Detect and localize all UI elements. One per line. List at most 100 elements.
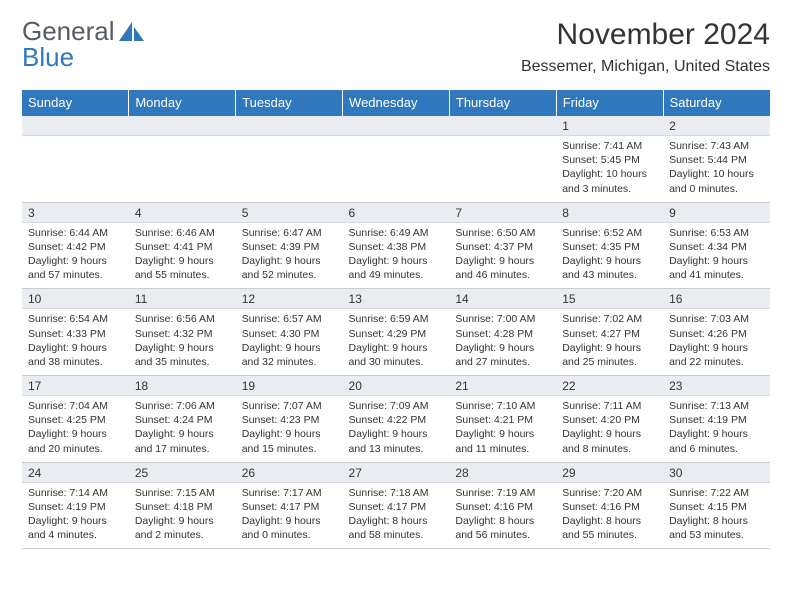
day-content: Sunrise: 6:54 AMSunset: 4:33 PMDaylight:… — [22, 309, 129, 375]
daylight-text: Daylight: 9 hours and 49 minutes. — [349, 254, 444, 282]
calendar-day-cell: 21Sunrise: 7:10 AMSunset: 4:21 PMDayligh… — [449, 376, 556, 463]
sunset-text: Sunset: 4:41 PM — [135, 240, 230, 254]
day-number-band: 21 — [449, 376, 556, 396]
day-number-band — [449, 116, 556, 136]
sunrise-text: Sunrise: 7:41 AM — [562, 139, 657, 153]
weekday-header-row: Sunday Monday Tuesday Wednesday Thursday… — [22, 90, 770, 116]
calendar-day-cell: 6 Sunrise: 6:49 AMSunset: 4:38 PMDaylight… — [343, 202, 450, 289]
sunset-text: Sunset: 4:34 PM — [669, 240, 764, 254]
day-number-band: 5 — [236, 203, 343, 223]
day-number-band: 26 — [236, 463, 343, 483]
day-content: Sunrise: 7:15 AMSunset: 4:18 PMDaylight:… — [129, 483, 236, 549]
sunrise-text: Sunrise: 7:14 AM — [28, 486, 123, 500]
calendar-day-cell: 9Sunrise: 6:53 AMSunset: 4:34 PMDaylight… — [663, 202, 770, 289]
day-number-band — [22, 116, 129, 136]
day-number-band: 29 — [556, 463, 663, 483]
day-number-band: 2 — [663, 116, 770, 136]
daylight-text: Daylight: 9 hours and 20 minutes. — [28, 427, 123, 455]
daylight-text: Daylight: 9 hours and 8 minutes. — [562, 427, 657, 455]
day-number-band: 14 — [449, 289, 556, 309]
sunrise-text: Sunrise: 7:09 AM — [349, 399, 444, 413]
logo-text: General Blue — [22, 18, 115, 70]
day-number-band: 20 — [343, 376, 450, 396]
sunset-text: Sunset: 4:27 PM — [562, 327, 657, 341]
sunset-text: Sunset: 4:33 PM — [28, 327, 123, 341]
day-number-band: 4 — [129, 203, 236, 223]
sunset-text: Sunset: 4:29 PM — [349, 327, 444, 341]
calendar-day-cell: 10Sunrise: 6:54 AMSunset: 4:33 PMDayligh… — [22, 289, 129, 376]
day-number-band: 27 — [343, 463, 450, 483]
day-number-band: 28 — [449, 463, 556, 483]
sunset-text: Sunset: 4:20 PM — [562, 413, 657, 427]
calendar-day-cell — [22, 116, 129, 203]
calendar-day-cell: 26Sunrise: 7:17 AMSunset: 4:17 PMDayligh… — [236, 462, 343, 549]
day-number-band: 30 — [663, 463, 770, 483]
day-number-band: 12 — [236, 289, 343, 309]
sunrise-text: Sunrise: 7:19 AM — [455, 486, 550, 500]
sunset-text: Sunset: 4:17 PM — [242, 500, 337, 514]
sunrise-text: Sunrise: 7:11 AM — [562, 399, 657, 413]
daylight-text: Daylight: 9 hours and 38 minutes. — [28, 341, 123, 369]
day-content: Sunrise: 7:13 AMSunset: 4:19 PMDaylight:… — [663, 396, 770, 462]
day-content: Sunrise: 6:59 AMSunset: 4:29 PMDaylight:… — [343, 309, 450, 375]
day-content: Sunrise: 7:14 AMSunset: 4:19 PMDaylight:… — [22, 483, 129, 549]
sunrise-text: Sunrise: 7:13 AM — [669, 399, 764, 413]
day-content: Sunrise: 7:02 AMSunset: 4:27 PMDaylight:… — [556, 309, 663, 375]
sunrise-text: Sunrise: 7:18 AM — [349, 486, 444, 500]
calendar-day-cell: 24Sunrise: 7:14 AMSunset: 4:19 PMDayligh… — [22, 462, 129, 549]
day-content: Sunrise: 6:52 AMSunset: 4:35 PMDaylight:… — [556, 223, 663, 289]
day-number-band: 10 — [22, 289, 129, 309]
day-number-band: 11 — [129, 289, 236, 309]
calendar-day-cell: 1Sunrise: 7:41 AMSunset: 5:45 PMDaylight… — [556, 116, 663, 203]
sunrise-text: Sunrise: 7:43 AM — [669, 139, 764, 153]
daylight-text: Daylight: 9 hours and 41 minutes. — [669, 254, 764, 282]
calendar-week-row: 17Sunrise: 7:04 AMSunset: 4:25 PMDayligh… — [22, 376, 770, 463]
day-content: Sunrise: 6:44 AMSunset: 4:42 PMDaylight:… — [22, 223, 129, 289]
day-number-band: 22 — [556, 376, 663, 396]
sunrise-text: Sunrise: 7:04 AM — [28, 399, 123, 413]
day-number-band: 7 — [449, 203, 556, 223]
sunrise-text: Sunrise: 6:52 AM — [562, 226, 657, 240]
weekday-header: Monday — [129, 90, 236, 116]
day-number-band: 9 — [663, 203, 770, 223]
calendar-day-cell: 7Sunrise: 6:50 AMSunset: 4:37 PMDaylight… — [449, 202, 556, 289]
day-number-band — [129, 116, 236, 136]
sunrise-text: Sunrise: 6:49 AM — [349, 226, 444, 240]
daylight-text: Daylight: 9 hours and 13 minutes. — [349, 427, 444, 455]
daylight-text: Daylight: 8 hours and 55 minutes. — [562, 514, 657, 542]
sunset-text: Sunset: 4:17 PM — [349, 500, 444, 514]
daylight-text: Daylight: 8 hours and 58 minutes. — [349, 514, 444, 542]
sunset-text: Sunset: 4:15 PM — [669, 500, 764, 514]
day-number-band: 23 — [663, 376, 770, 396]
day-number-band: 24 — [22, 463, 129, 483]
sunset-text: Sunset: 4:28 PM — [455, 327, 550, 341]
calendar-day-cell: 20Sunrise: 7:09 AMSunset: 4:22 PMDayligh… — [343, 376, 450, 463]
day-number-band: 13 — [343, 289, 450, 309]
day-content: Sunrise: 7:03 AMSunset: 4:26 PMDaylight:… — [663, 309, 770, 375]
day-content: Sunrise: 7:09 AMSunset: 4:22 PMDaylight:… — [343, 396, 450, 462]
sunset-text: Sunset: 4:16 PM — [562, 500, 657, 514]
calendar-day-cell: 5Sunrise: 6:47 AMSunset: 4:39 PMDaylight… — [236, 202, 343, 289]
sunrise-text: Sunrise: 7:02 AM — [562, 312, 657, 326]
weekday-header: Tuesday — [236, 90, 343, 116]
sunrise-text: Sunrise: 6:50 AM — [455, 226, 550, 240]
daylight-text: Daylight: 9 hours and 17 minutes. — [135, 427, 230, 455]
weekday-header: Saturday — [663, 90, 770, 116]
daylight-text: Daylight: 9 hours and 55 minutes. — [135, 254, 230, 282]
calendar-day-cell: 12Sunrise: 6:57 AMSunset: 4:30 PMDayligh… — [236, 289, 343, 376]
sunset-text: Sunset: 4:25 PM — [28, 413, 123, 427]
daylight-text: Daylight: 9 hours and 0 minutes. — [242, 514, 337, 542]
weekday-header: Wednesday — [343, 90, 450, 116]
day-content: Sunrise: 7:04 AMSunset: 4:25 PMDaylight:… — [22, 396, 129, 462]
daylight-text: Daylight: 9 hours and 52 minutes. — [242, 254, 337, 282]
daylight-text: Daylight: 9 hours and 57 minutes. — [28, 254, 123, 282]
sunset-text: Sunset: 4:38 PM — [349, 240, 444, 254]
day-number-band — [236, 116, 343, 136]
weekday-header: Friday — [556, 90, 663, 116]
sunset-text: Sunset: 5:45 PM — [562, 153, 657, 167]
sunrise-text: Sunrise: 6:57 AM — [242, 312, 337, 326]
day-number-band: 6 — [343, 203, 450, 223]
day-content: Sunrise: 7:20 AMSunset: 4:16 PMDaylight:… — [556, 483, 663, 549]
day-content — [236, 136, 343, 194]
sunset-text: Sunset: 4:24 PM — [135, 413, 230, 427]
